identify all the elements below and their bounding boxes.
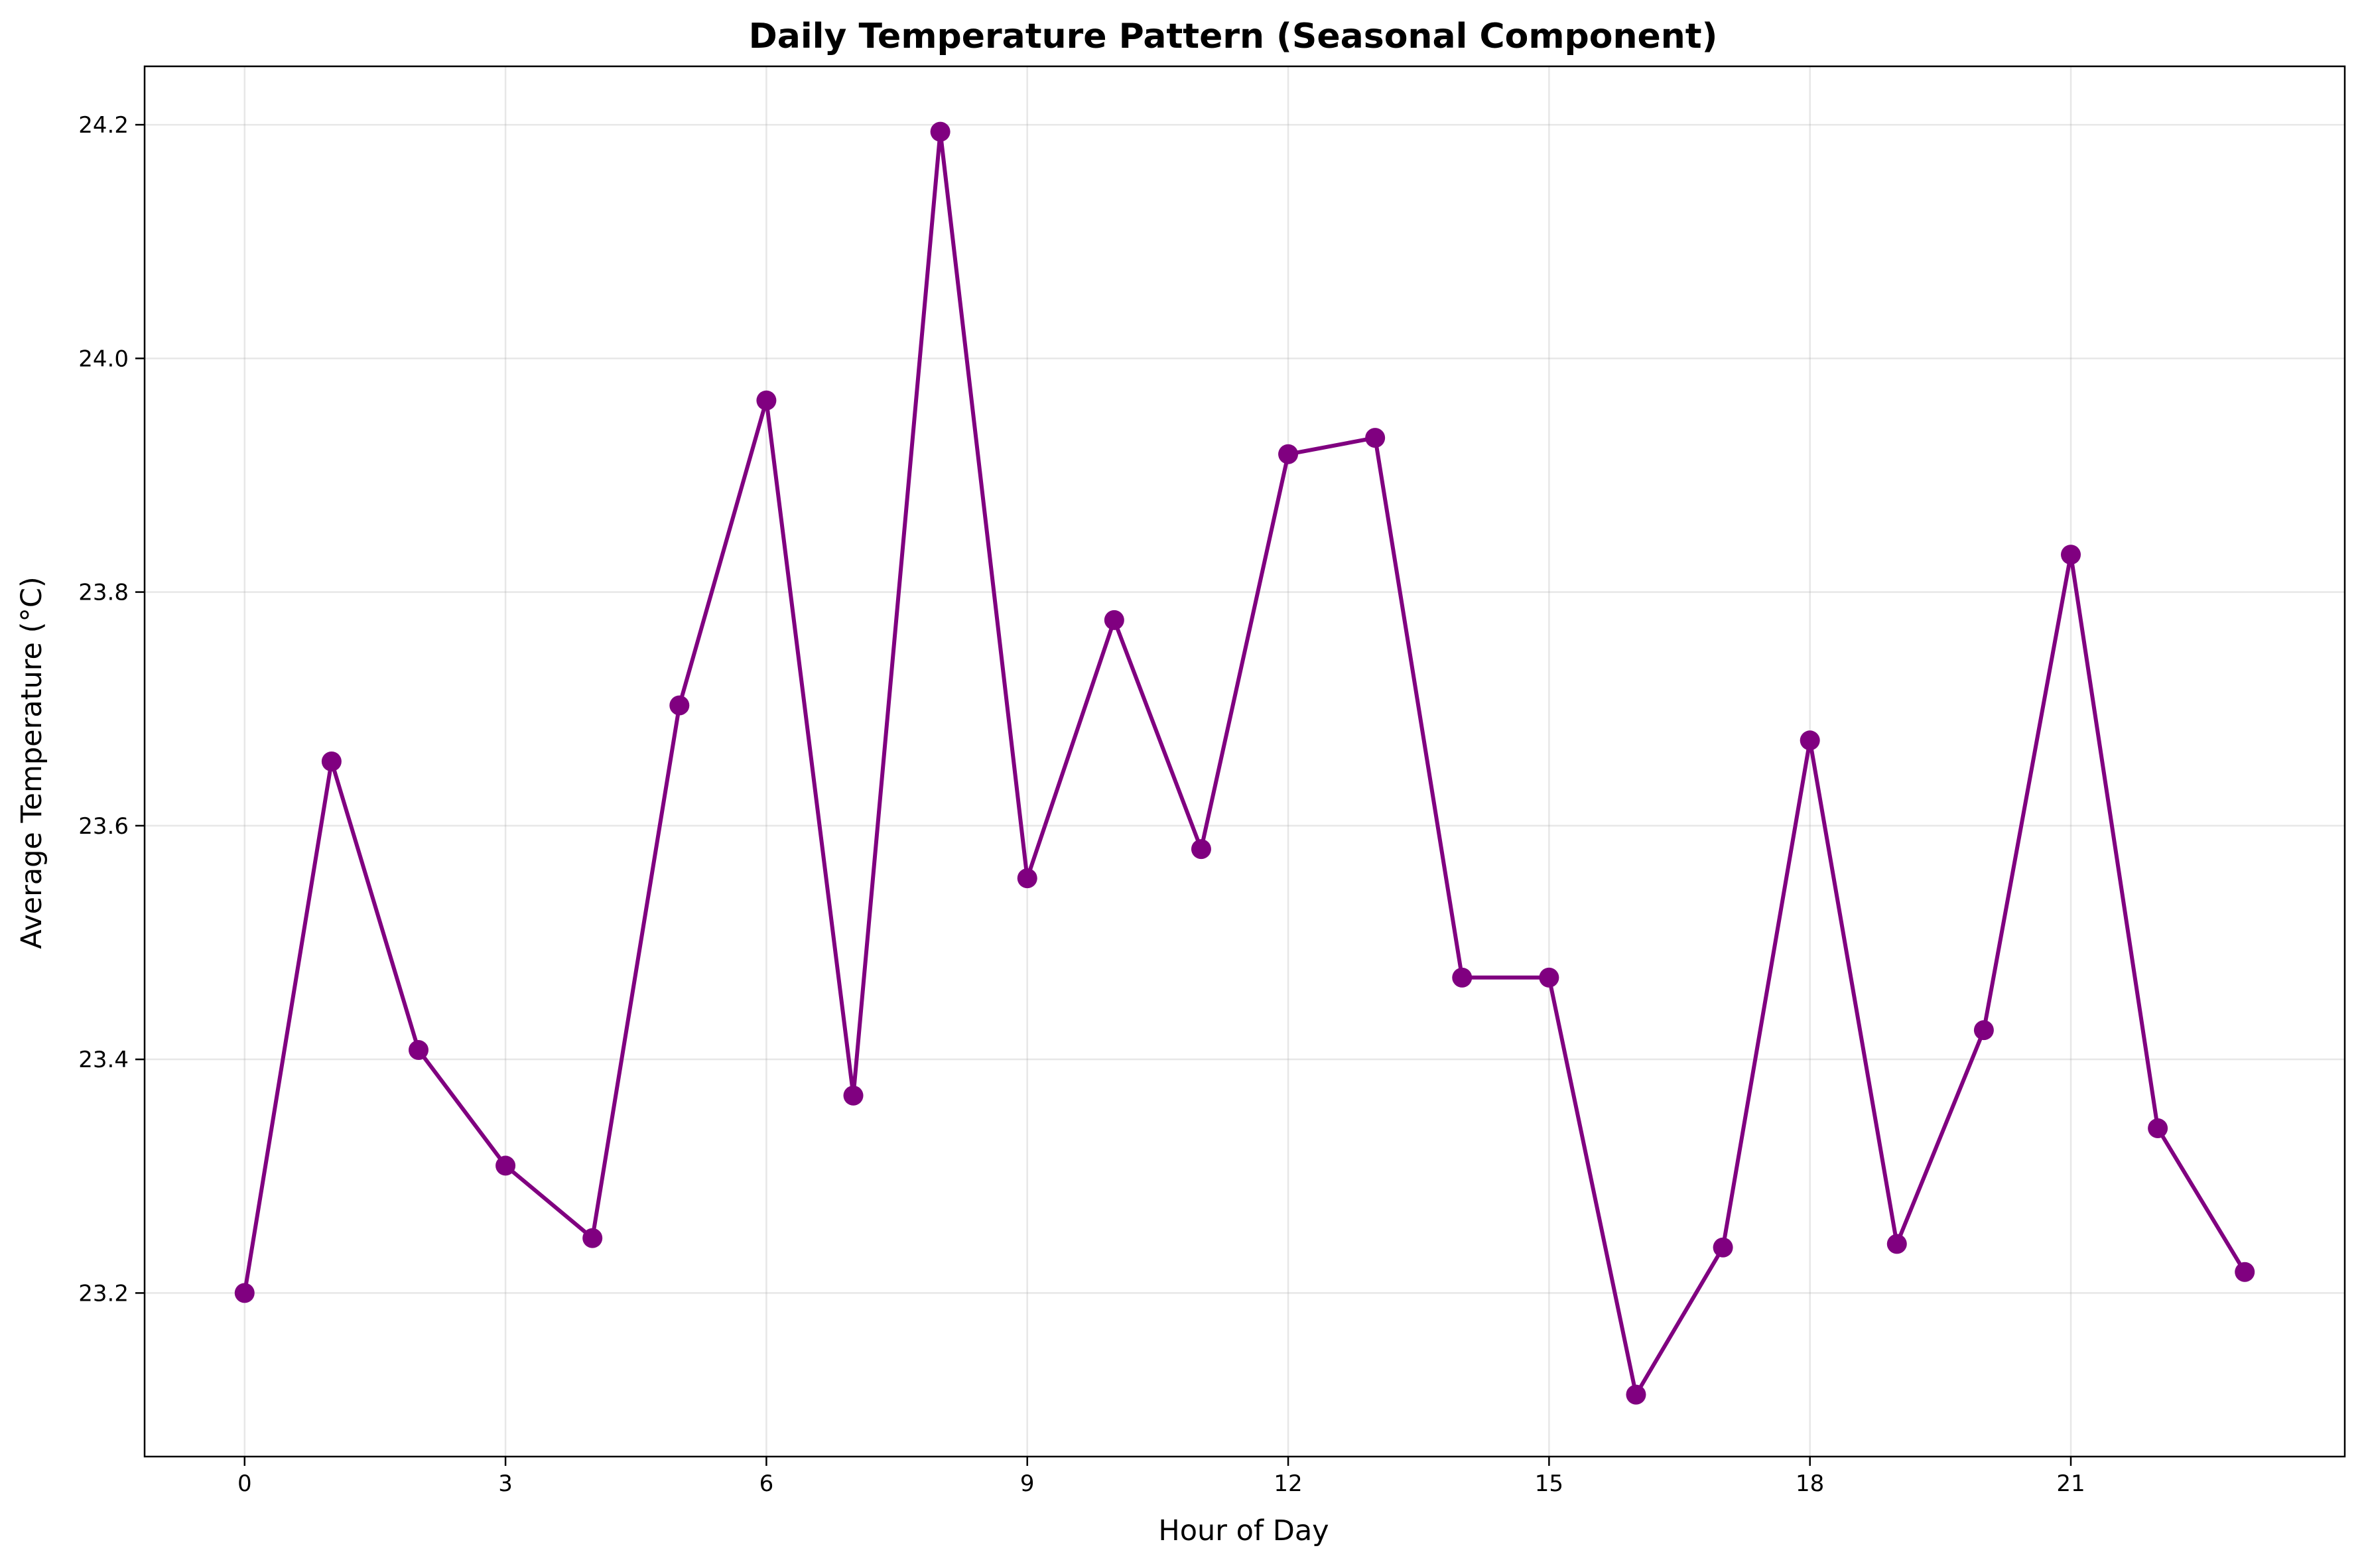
data-point xyxy=(1973,1020,1994,1041)
y-axis-ticks: 23.2 23.4 23.6 23.8 24.0 24.2 xyxy=(78,112,145,1307)
data-point xyxy=(408,1040,428,1061)
x-tick-label: 0 xyxy=(237,1470,252,1497)
data-point xyxy=(234,1283,255,1303)
y-tick-label: 23.8 xyxy=(78,580,129,606)
data-point xyxy=(1713,1237,1733,1258)
axes-frame xyxy=(143,65,2346,1458)
x-axis-ticks: 0 3 6 9 12 15 18 21 xyxy=(237,1457,2085,1497)
x-tick-label: 18 xyxy=(1796,1470,1824,1497)
x-tick-label: 21 xyxy=(2056,1470,2085,1497)
data-point xyxy=(2235,1262,2255,1282)
x-tick-label: 6 xyxy=(759,1470,774,1497)
y-tick-label: 23.2 xyxy=(78,1280,129,1307)
data-point xyxy=(1104,610,1124,630)
x-tick-label: 15 xyxy=(1535,1470,1563,1497)
y-tick-label: 23.6 xyxy=(78,813,129,840)
data-point xyxy=(1017,868,1037,889)
data-point xyxy=(1191,839,1211,860)
data-point xyxy=(2061,545,2081,565)
data-point xyxy=(1886,1234,1907,1254)
y-tick-label: 24.0 xyxy=(78,346,129,372)
plot-area xyxy=(234,121,2255,1405)
data-point xyxy=(1800,730,1820,751)
data-point xyxy=(2148,1118,2168,1139)
data-point xyxy=(1365,428,1386,448)
series-line xyxy=(242,129,2247,1397)
data-point xyxy=(1539,967,1559,988)
y-axis-label: Average Temperature (°C) xyxy=(15,576,48,948)
y-tick-label: 24.2 xyxy=(78,112,129,139)
data-point xyxy=(756,390,777,411)
data-point xyxy=(1452,967,1473,988)
chart-title: Daily Temperature Pattern (Seasonal Comp… xyxy=(749,17,1718,56)
data-point xyxy=(1278,444,1299,464)
data-point xyxy=(582,1228,603,1248)
data-point xyxy=(930,121,951,142)
data-point xyxy=(843,1085,864,1106)
data-point xyxy=(495,1155,516,1176)
x-axis-label: Hour of Day xyxy=(1158,1514,1329,1547)
data-point xyxy=(1626,1384,1646,1405)
y-tick-label: 23.4 xyxy=(78,1047,129,1073)
x-tick-label: 9 xyxy=(1020,1470,1035,1497)
grid-lines xyxy=(145,66,2345,1457)
data-point xyxy=(321,751,342,771)
x-tick-label: 3 xyxy=(498,1470,513,1497)
data-point xyxy=(669,695,690,716)
x-tick-label: 12 xyxy=(1274,1470,1302,1497)
